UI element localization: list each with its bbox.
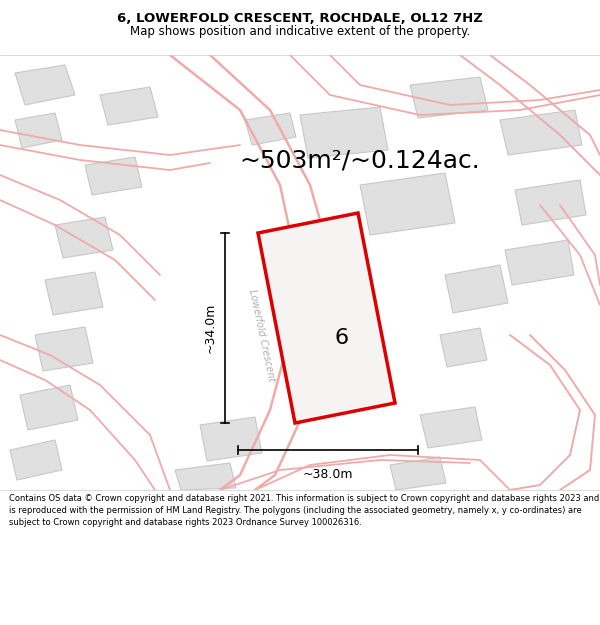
Polygon shape	[15, 65, 75, 105]
Text: ~38.0m: ~38.0m	[303, 468, 353, 481]
Polygon shape	[505, 240, 574, 285]
Polygon shape	[258, 213, 395, 423]
Polygon shape	[300, 107, 388, 158]
Text: 6, LOWERFOLD CRESCENT, ROCHDALE, OL12 7HZ: 6, LOWERFOLD CRESCENT, ROCHDALE, OL12 7H…	[117, 12, 483, 25]
Polygon shape	[515, 180, 586, 225]
Text: Contains OS data © Crown copyright and database right 2021. This information is : Contains OS data © Crown copyright and d…	[9, 494, 599, 527]
Polygon shape	[10, 440, 62, 480]
Polygon shape	[55, 217, 113, 258]
Polygon shape	[35, 327, 93, 371]
Polygon shape	[245, 113, 296, 145]
Polygon shape	[445, 265, 508, 313]
Polygon shape	[100, 87, 158, 125]
Polygon shape	[410, 77, 488, 118]
Polygon shape	[390, 457, 446, 490]
Text: Lowerfold Crescent: Lowerfold Crescent	[247, 288, 277, 382]
Text: Map shows position and indicative extent of the property.: Map shows position and indicative extent…	[130, 26, 470, 39]
Polygon shape	[15, 113, 62, 148]
Polygon shape	[200, 417, 262, 461]
Text: ~503m²/~0.124ac.: ~503m²/~0.124ac.	[239, 148, 481, 172]
Polygon shape	[360, 173, 455, 235]
Polygon shape	[440, 328, 487, 367]
Polygon shape	[45, 272, 103, 315]
Text: ~34.0m: ~34.0m	[204, 302, 217, 353]
Polygon shape	[175, 463, 236, 490]
Polygon shape	[420, 407, 482, 448]
Polygon shape	[85, 157, 142, 195]
Polygon shape	[20, 385, 78, 430]
Polygon shape	[500, 110, 582, 155]
Text: 6: 6	[334, 328, 349, 348]
